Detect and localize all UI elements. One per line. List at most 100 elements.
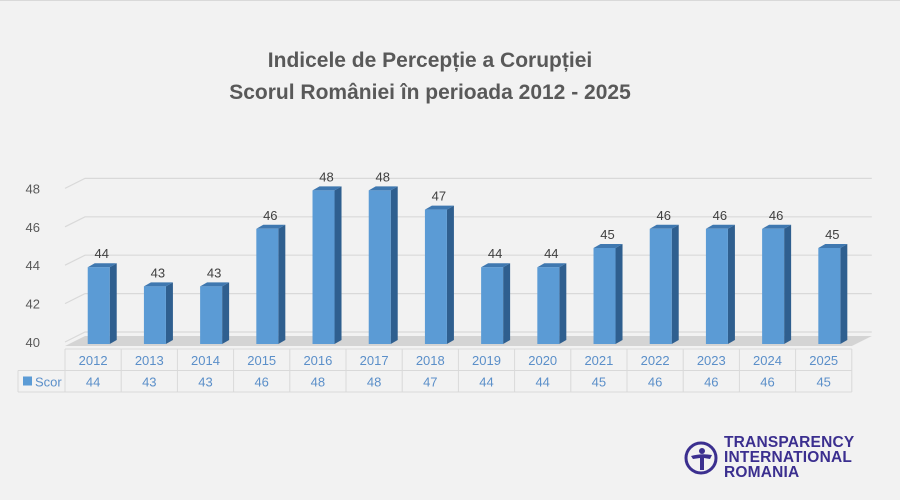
bar-top (593, 244, 623, 248)
bar-top (368, 186, 398, 191)
table-value: 44 (86, 375, 100, 390)
bar (481, 267, 504, 344)
table-value: 46 (760, 375, 774, 390)
x-tick-label: 2012 (79, 353, 108, 368)
data-label: 44 (488, 246, 502, 261)
table-value: 46 (648, 375, 662, 390)
x-tick-label: 2016 (303, 353, 332, 368)
data-label: 45 (600, 227, 614, 242)
x-tick-label: 2018 (416, 353, 445, 368)
bar-top (312, 186, 342, 191)
bar (762, 228, 785, 344)
bar (368, 190, 391, 344)
table-value: 47 (423, 375, 437, 390)
data-label: 43 (151, 265, 165, 280)
bar (705, 228, 728, 344)
bar-side (109, 263, 117, 344)
table-value: 46 (704, 375, 718, 390)
gridline (64, 216, 872, 228)
table-value: 46 (254, 375, 268, 390)
bar-side (615, 244, 623, 344)
bar-top (481, 263, 511, 268)
bar-top (256, 224, 286, 229)
x-tick-label: 2025 (809, 353, 838, 368)
bar-side (671, 224, 679, 344)
bar (649, 228, 672, 344)
x-tick-label: 2022 (641, 353, 670, 368)
transparency-international-logo: TRANSPARENCY INTERNATIONAL ROMANIA (684, 435, 854, 480)
bar-top (649, 224, 679, 229)
table-value: 48 (367, 375, 381, 390)
logo-line: ROMANIA (724, 464, 800, 481)
bar-side (503, 263, 511, 344)
gridline (64, 177, 872, 189)
logo-line: INTERNATIONAL (724, 449, 853, 466)
data-label: 46 (263, 208, 277, 223)
data-label: 44 (544, 246, 558, 261)
y-tick-label: 42 (26, 297, 40, 312)
table-value: 45 (592, 375, 606, 390)
table-value: 45 (816, 375, 830, 390)
x-tick-label: 2019 (472, 353, 501, 368)
bar-side (390, 186, 398, 344)
x-tick-label: 2017 (360, 353, 389, 368)
bar (424, 209, 447, 344)
bar-side (278, 224, 286, 344)
x-tick-label: 2020 (528, 353, 557, 368)
y-tick-label: 48 (26, 181, 40, 196)
chart-title: Indicele de Percepție a Corupției (267, 49, 593, 72)
data-label: 46 (713, 208, 727, 223)
x-tick-label: 2014 (191, 353, 220, 368)
bar-side (222, 282, 230, 344)
bar-side (559, 263, 567, 344)
bar-top (200, 282, 230, 287)
bar-top (705, 224, 735, 229)
legend-label: Scor (35, 375, 62, 390)
bar (818, 248, 841, 344)
bar (593, 248, 616, 344)
bar-top (87, 263, 117, 268)
table-value: 44 (479, 375, 493, 390)
bar-top (537, 263, 567, 268)
y-tick-label: 44 (26, 258, 40, 273)
table-value: 44 (535, 375, 549, 390)
y-tick-label: 46 (26, 220, 40, 235)
chart-floor (65, 336, 872, 346)
data-label: 48 (375, 169, 389, 184)
bar-top (762, 224, 792, 229)
table-value: 43 (198, 375, 212, 390)
data-label: 46 (656, 208, 670, 223)
bar (143, 286, 166, 344)
bar-side (840, 244, 848, 344)
gridline (64, 254, 872, 266)
bar-top (424, 205, 454, 210)
data-label: 45 (825, 227, 839, 242)
y-tick-label: 40 (26, 335, 40, 350)
x-tick-label: 2024 (753, 353, 782, 368)
x-tick-label: 2023 (697, 353, 726, 368)
bar (537, 267, 560, 344)
bar-side (727, 224, 735, 344)
bar (312, 190, 335, 344)
bar (256, 228, 279, 344)
bar-side (334, 186, 342, 344)
x-tick-label: 2021 (584, 353, 613, 368)
bar-side (446, 205, 454, 344)
bar-top (818, 244, 848, 248)
bar-top (143, 282, 173, 287)
data-label: 43 (207, 265, 221, 280)
globe-figure-icon (684, 441, 718, 474)
x-tick-label: 2015 (247, 353, 276, 368)
data-label: 44 (94, 246, 108, 261)
bar (200, 286, 223, 344)
gridline (64, 293, 872, 305)
data-label: 48 (319, 169, 333, 184)
table-value: 48 (311, 375, 325, 390)
table-value: 43 (142, 375, 156, 390)
chart-subtitle: Scorul României în perioada 2012 - 2025 (229, 81, 631, 104)
bar-side (784, 224, 792, 344)
bar (87, 267, 110, 344)
data-label: 47 (432, 189, 446, 204)
data-label: 46 (769, 208, 783, 223)
